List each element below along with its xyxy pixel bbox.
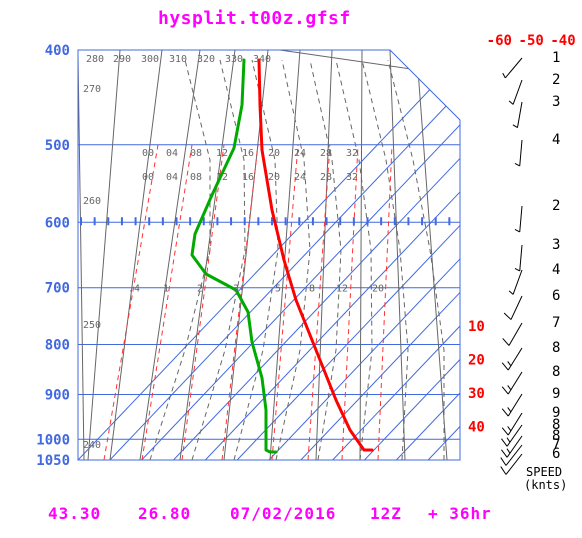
svg-text:3: 3	[233, 284, 239, 295]
svg-text:8: 8	[552, 364, 560, 380]
svg-text:290: 290	[113, 54, 131, 65]
footer-item: + 36hr	[428, 504, 492, 523]
svg-text:8: 8	[309, 284, 315, 295]
svg-text:30: 30	[468, 386, 485, 402]
svg-text:900: 900	[45, 388, 70, 404]
svg-text:08: 08	[190, 172, 202, 183]
svg-text:320: 320	[197, 54, 215, 65]
svg-text:.4: .4	[128, 284, 140, 295]
svg-text:20: 20	[268, 148, 280, 159]
svg-text:330: 330	[225, 54, 243, 65]
svg-text:600: 600	[45, 215, 70, 231]
svg-text:5: 5	[275, 284, 281, 295]
svg-text:2: 2	[552, 72, 560, 88]
svg-text:16: 16	[242, 148, 254, 159]
svg-text:4: 4	[552, 262, 560, 278]
svg-text:250: 250	[83, 320, 101, 331]
svg-text:700: 700	[45, 281, 70, 297]
svg-text:32: 32	[346, 172, 358, 183]
svg-text:4: 4	[552, 132, 560, 148]
svg-text:7: 7	[552, 315, 560, 331]
svg-text:-40: -40	[550, 33, 575, 49]
svg-text:20: 20	[268, 172, 280, 183]
svg-text:260: 260	[83, 196, 101, 207]
svg-text:20: 20	[372, 284, 384, 295]
svg-text:340: 340	[253, 54, 271, 65]
footer-item: 12Z	[370, 504, 402, 523]
svg-text:1: 1	[552, 50, 560, 66]
svg-text:270: 270	[83, 84, 101, 95]
footer-item: 07/02/2016	[230, 504, 336, 523]
svg-text:2: 2	[552, 198, 560, 214]
svg-text:16: 16	[242, 172, 254, 183]
svg-text:-50: -50	[519, 33, 544, 49]
svg-text:08: 08	[190, 148, 202, 159]
svg-text:3: 3	[552, 237, 560, 253]
svg-text:1050: 1050	[36, 453, 70, 469]
svg-text:00: 00	[142, 148, 154, 159]
svg-text:24: 24	[294, 148, 306, 159]
footer-item: 26.80	[138, 504, 191, 523]
svg-text:6: 6	[552, 288, 560, 304]
svg-text:12: 12	[216, 172, 228, 183]
svg-text:32: 32	[346, 148, 358, 159]
svg-text:-60: -60	[487, 33, 512, 49]
svg-text:04: 04	[166, 148, 178, 159]
svg-text:1000: 1000	[36, 432, 70, 448]
svg-text:SPEED: SPEED	[526, 465, 562, 479]
svg-text:1: 1	[163, 284, 169, 295]
skewt-diagram: hysplit.t00z.gfsf 4005006007008009001000…	[0, 0, 582, 538]
svg-text:310: 310	[169, 54, 187, 65]
svg-text:9: 9	[552, 386, 560, 402]
svg-text:2: 2	[197, 284, 203, 295]
skewt-svg: 40050060070080090010001050-60-50-40-30-2…	[0, 0, 582, 538]
svg-text:240: 240	[83, 440, 101, 451]
svg-text:40: 40	[468, 419, 485, 435]
svg-text:12: 12	[336, 284, 348, 295]
svg-text:500: 500	[45, 138, 70, 154]
svg-text:10: 10	[468, 319, 485, 335]
footer-item: 43.30	[48, 504, 101, 523]
svg-text:280: 280	[86, 54, 104, 65]
svg-text:800: 800	[45, 337, 70, 353]
svg-text:04: 04	[166, 172, 178, 183]
svg-text:300: 300	[141, 54, 159, 65]
svg-text:3: 3	[552, 94, 560, 110]
svg-text:(knts): (knts)	[524, 478, 567, 492]
svg-text:8: 8	[552, 340, 560, 356]
svg-text:28: 28	[320, 148, 332, 159]
svg-text:400: 400	[45, 43, 70, 59]
svg-text:12: 12	[216, 148, 228, 159]
svg-text:24: 24	[294, 172, 306, 183]
svg-text:6: 6	[552, 446, 560, 462]
svg-text:28: 28	[320, 172, 332, 183]
svg-text:20: 20	[468, 352, 485, 368]
svg-text:00: 00	[142, 172, 154, 183]
